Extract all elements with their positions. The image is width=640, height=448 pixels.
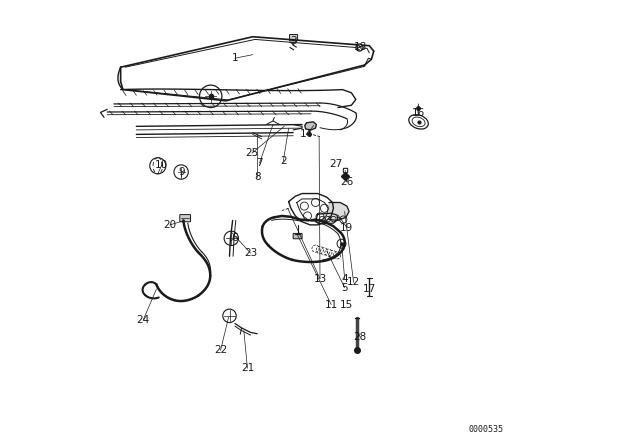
- Text: 24: 24: [136, 315, 150, 325]
- Text: 9: 9: [179, 167, 186, 177]
- Polygon shape: [305, 122, 316, 130]
- Text: 18: 18: [354, 42, 367, 52]
- Text: 11: 11: [324, 300, 338, 310]
- FancyBboxPatch shape: [180, 215, 191, 222]
- Text: 21: 21: [241, 363, 254, 373]
- Text: 3: 3: [290, 36, 296, 46]
- Text: 16: 16: [412, 108, 425, 118]
- Text: 27: 27: [329, 159, 342, 169]
- Text: 15: 15: [340, 300, 353, 310]
- Text: 10: 10: [156, 160, 168, 170]
- Text: 4: 4: [341, 274, 348, 284]
- Text: 23: 23: [244, 248, 257, 258]
- Text: 14: 14: [300, 129, 313, 139]
- Text: 5: 5: [341, 283, 348, 293]
- Text: 28: 28: [354, 332, 367, 342]
- Text: 20: 20: [163, 220, 177, 230]
- Text: 19: 19: [340, 223, 353, 233]
- Text: 12: 12: [347, 277, 360, 287]
- Text: 7: 7: [256, 158, 263, 168]
- Text: 13: 13: [314, 274, 326, 284]
- FancyBboxPatch shape: [289, 34, 298, 41]
- Text: 2: 2: [280, 156, 287, 166]
- Text: 25: 25: [245, 148, 259, 158]
- Text: 8: 8: [254, 172, 260, 182]
- Text: 17: 17: [363, 284, 376, 294]
- Text: 26: 26: [340, 177, 353, 187]
- Text: 0000535: 0000535: [468, 425, 503, 434]
- Text: 6: 6: [232, 233, 238, 243]
- Text: 22: 22: [214, 345, 227, 355]
- Text: 1: 1: [232, 53, 238, 63]
- FancyBboxPatch shape: [293, 233, 302, 239]
- Polygon shape: [329, 202, 349, 220]
